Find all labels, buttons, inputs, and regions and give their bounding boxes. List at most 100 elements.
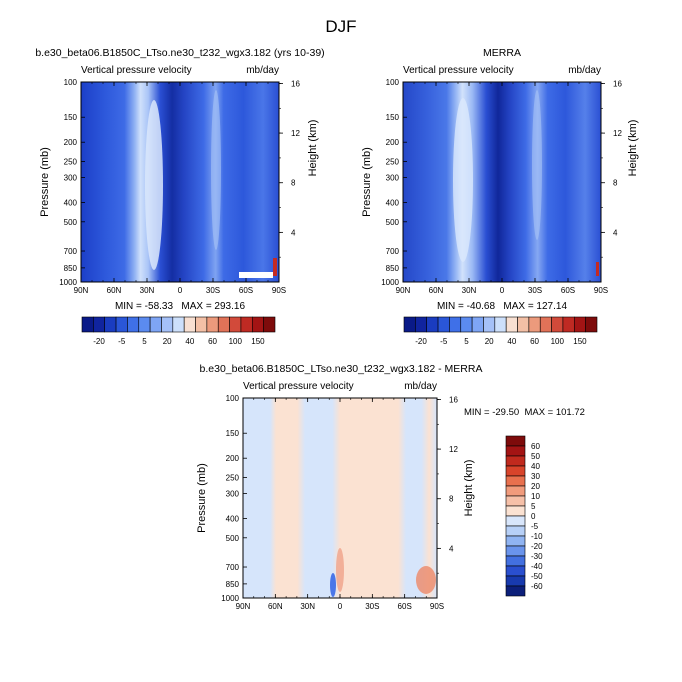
colorbar-diff-label: -30 <box>531 552 543 561</box>
colorbar-model-box <box>263 316 276 333</box>
colorbar-model-box <box>115 316 128 333</box>
panel-model-y2-axis: 16 12 8 4 <box>279 79 300 258</box>
colorbar-merra-box <box>415 316 428 333</box>
colorbar-diff-box <box>505 545 526 557</box>
panel-merra-stats: MIN = -40.68 MAX = 127.14 <box>437 301 568 312</box>
panel-diff-x-tick-label: 60S <box>398 602 412 611</box>
colorbar-model-box <box>81 316 94 333</box>
colorbar-merra-box <box>471 316 484 333</box>
colorbar-merra-label: -20 <box>415 337 427 346</box>
panel-merra-field <box>403 82 601 282</box>
colorbar-diff-box <box>505 585 526 597</box>
panel-diff-blue-core <box>330 573 336 597</box>
panel-diff-ylabel: Pressure (mb) <box>196 463 208 533</box>
panel-diff-x-tick-label: 30N <box>300 602 315 611</box>
panel-diff-x-tick-label: 60N <box>268 602 283 611</box>
colorbar-merra-label: 20 <box>485 337 494 346</box>
figure-title: DJF <box>325 17 356 36</box>
colorbar-diff-box <box>505 495 526 507</box>
panel-diff-y-tick-label: 850 <box>226 580 240 589</box>
colorbar-diff-label: 0 <box>531 512 536 521</box>
panel-diff-y2-tick-label: 8 <box>449 495 454 504</box>
panel-diff-y-tick-label: 700 <box>226 563 240 572</box>
panel-diff-y-tick-label: 150 <box>226 429 240 438</box>
panel-diff-y-axis: 100 150 200 250 300 400 500 700 850 1000 <box>221 394 247 603</box>
colorbar-merra-box <box>539 316 552 333</box>
panel-merra-x-axis: 90N 60N 30N 0 30S 60S 90S <box>396 82 608 295</box>
panel-model-right-string: mb/day <box>246 65 279 76</box>
colorbar-diff-label: -60 <box>531 582 543 591</box>
colorbar-diff-label: -40 <box>531 562 543 571</box>
panel-model: b.e30_beta06.B1850C_LTso.ne30_t232_wgx3.… <box>35 47 324 312</box>
panel-merra: MERRA Vertical pressure velocity mb/day … <box>361 47 639 312</box>
panel-model-y2-tick-label: 12 <box>291 129 300 138</box>
panel-merra-y2-tick-label: 12 <box>613 129 622 138</box>
panel-merra-x-tick-label: 60S <box>561 286 575 295</box>
panel-model-ylabel: Pressure (mb) <box>39 147 51 217</box>
panel-diff-y2label: Height (km) <box>463 460 475 517</box>
colorbar-diff-label: 30 <box>531 472 540 481</box>
colorbar-diff-box <box>505 535 526 547</box>
panel-model-x-tick-label: 60N <box>107 286 122 295</box>
panel-model-white-patch <box>239 272 273 278</box>
panel-merra-y2-tick-label: 8 <box>613 179 618 188</box>
panel-model-y-tick-label: 850 <box>64 264 78 273</box>
panel-model-y2-tick-label: 8 <box>291 179 296 188</box>
panel-model-y-tick-label: 100 <box>64 78 78 87</box>
colorbar-diff-label: -50 <box>531 572 543 581</box>
colorbar-diff-box <box>505 435 526 447</box>
panel-merra-light-column-south <box>532 90 542 240</box>
panel-model-x-tick-label: 0 <box>178 286 183 295</box>
colorbar-merra-box <box>505 316 518 333</box>
colorbar-model-label: -5 <box>118 337 126 346</box>
panel-model-y-tick-label: 1000 <box>59 278 77 287</box>
colorbar-diff-box <box>505 515 526 527</box>
colorbar-model-label: 40 <box>185 337 194 346</box>
panel-diff-y-tick-label: 300 <box>226 489 240 498</box>
panel-merra-light-column <box>453 98 473 262</box>
panel-merra-y2-tick-label: 16 <box>613 79 622 88</box>
colorbar-diff-box <box>505 525 526 537</box>
panel-diff-red-core <box>336 548 344 592</box>
colorbar-diff-box <box>505 575 526 587</box>
colorbar-model-label: 60 <box>208 337 217 346</box>
panel-merra-y-tick-label: 200 <box>386 138 400 147</box>
panel-diff-x-tick-label: 90N <box>236 602 251 611</box>
panel-merra-y-tick-label: 250 <box>386 158 400 167</box>
colorbar-merra-label: 5 <box>464 337 469 346</box>
colorbar-merra-box <box>483 316 496 333</box>
panel-merra-x-tick-label: 90S <box>594 286 608 295</box>
panel-diff-y2-tick-label: 4 <box>449 544 454 553</box>
panel-model-y-axis: 100 150 200 250 300 400 500 700 850 1000 <box>59 78 85 287</box>
colorbar-model-box <box>104 316 117 333</box>
panel-diff-red-south <box>416 566 436 594</box>
panel-model-left-string: Vertical pressure velocity <box>81 65 192 76</box>
panel-diff-y2-tick-label: 12 <box>449 445 458 454</box>
panel-model-field <box>81 82 279 282</box>
colorbar-merra: -20 -5 5 20 40 60 100 150 <box>403 316 598 346</box>
colorbar-merra-label: 100 <box>551 337 565 346</box>
panel-diff-y-tick-label: 100 <box>226 394 240 403</box>
colorbar-model-label: 20 <box>163 337 172 346</box>
colorbar-diff-label: 60 <box>531 442 540 451</box>
colorbar-model-box <box>138 316 151 333</box>
colorbar-diff-box <box>505 475 526 487</box>
colorbar-model-label: 150 <box>251 337 265 346</box>
panel-model-x-tick-label: 60S <box>239 286 253 295</box>
colorbar-diff-box <box>505 555 526 567</box>
colorbar-merra-box <box>403 316 416 333</box>
panel-diff-x-tick-label: 30S <box>365 602 379 611</box>
panel-diff-y-tick-label: 400 <box>226 514 240 523</box>
panel-model-title: b.e30_beta06.B1850C_LTso.ne30_t232_wgx3.… <box>35 47 324 59</box>
panel-model-red-patch <box>273 258 277 276</box>
colorbar-diff-box <box>505 565 526 577</box>
colorbar-model-box <box>206 316 219 333</box>
panel-diff-y-tick-label: 1000 <box>221 594 239 603</box>
colorbar-merra-box <box>426 316 439 333</box>
panel-model-x-tick-label: 30N <box>140 286 155 295</box>
panel-diff-y-tick-label: 200 <box>226 454 240 463</box>
panel-merra-x-tick-label: 60N <box>429 286 444 295</box>
panel-merra-y-tick-label: 1000 <box>381 278 399 287</box>
colorbar-merra-label: 40 <box>507 337 516 346</box>
colorbar-model-box <box>161 316 174 333</box>
